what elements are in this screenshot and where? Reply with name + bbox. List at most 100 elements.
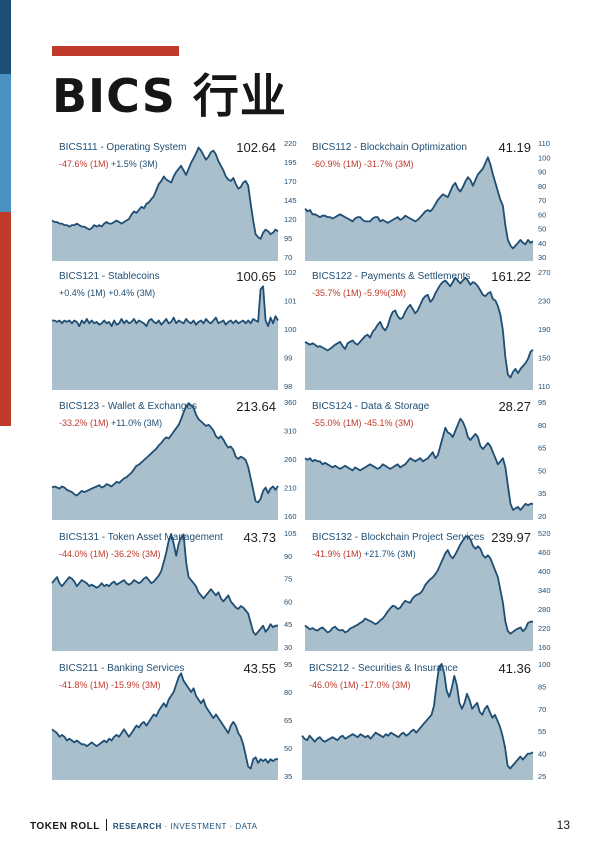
y-tick-label: 20	[538, 512, 546, 521]
title-accent-bar	[52, 46, 179, 56]
series-area	[52, 286, 278, 390]
series-area	[302, 664, 533, 780]
chart-panel: 95 80 65 50 35 BICS211 - Banking Services -41.…	[51, 658, 306, 781]
series-line	[51, 533, 278, 636]
chart-panel: 360 310 260 210 160 BICS123 - Wallet & Exchan…	[51, 396, 306, 521]
chart-svg: 105 90 75 60 45 30	[51, 529, 297, 652]
y-tick-label: 60	[284, 597, 292, 606]
chart-title: BICS211 - Banking Services	[59, 663, 185, 674]
series-line	[304, 417, 533, 511]
chart-change: -41.9% (1M) +21.7% (3M)	[312, 549, 416, 559]
y-tick-label: 220	[538, 624, 551, 633]
series-line	[304, 156, 534, 250]
series-area	[52, 534, 278, 651]
chart-title: BICS131 - Token Asset Management	[59, 532, 223, 543]
chart-change: -60.9% (1M) -31.7% (3M)	[312, 159, 414, 169]
chart-last-value: 28.27	[498, 399, 531, 414]
change-1m: -41.9% (1M)	[312, 549, 362, 559]
chart-svg: 110 100 90 80 70 60 50 40 30	[304, 139, 551, 262]
y-tick-label: 310	[284, 427, 297, 436]
change-3m: -5.9%(3M)	[364, 288, 407, 298]
y-tick-label: 50	[538, 225, 546, 234]
chart-svg: 100 85 70 55 40 25	[301, 660, 551, 781]
y-tick-label: 98	[284, 382, 292, 391]
footer-tag-rest: · INVESTMENT · DATA	[161, 822, 258, 831]
change-3m: -36.2% (3M)	[111, 549, 161, 559]
y-tick-label: 220	[284, 139, 297, 148]
chart-panel: 102 101 100 99 98 BICS121 - Stablecoins +0.4% …	[52, 266, 306, 391]
y-tick-label: 100	[538, 153, 551, 162]
chart-svg: 360 310 260 210 160	[51, 398, 297, 521]
y-tick-label: 80	[284, 688, 292, 697]
chart-panel: 520 460 400 340 280 220 160 BICS132 - Blockchai…	[304, 527, 560, 652]
series-line	[52, 285, 279, 328]
chart-title: BICS124 - Data & Storage	[312, 401, 430, 412]
y-tick-label: 120	[284, 215, 297, 224]
y-tick-label: 110	[538, 139, 550, 148]
change-3m: -17.0% (3M)	[361, 680, 411, 690]
series-area	[52, 147, 278, 261]
change-1m: -41.8% (1M)	[59, 680, 109, 690]
footer-separator	[105, 819, 107, 831]
series-area	[305, 418, 533, 520]
footer: TOKEN ROLL RESEARCH · INVESTMENT · DATA	[30, 819, 258, 832]
y-tick-label: 400	[538, 567, 551, 576]
chart-panel: 110 100 90 80 70 60 50 40 30 BICS112 - Blockchain…	[304, 137, 560, 262]
y-tick-label: 95	[284, 660, 292, 669]
change-1m: -33.2% (1M)	[59, 418, 109, 428]
y-tick-label: 160	[284, 512, 297, 521]
y-tick-label: 520	[538, 529, 551, 538]
chart-change: +0.4% (1M) +0.4% (3M)	[59, 288, 155, 298]
page-number: 13	[556, 818, 570, 832]
chart-panel: 95 80 65 50 35 20 BICS124 - Data & Storage -55.…	[304, 396, 560, 521]
chart-last-value: 102.64	[236, 140, 276, 155]
change-3m: -31.7% (3M)	[364, 159, 414, 169]
y-tick-label: 280	[538, 605, 551, 614]
chart-change: -35.7% (1M) -5.9%(3M)	[312, 288, 406, 298]
footer-tag-main: RESEARCH	[112, 822, 162, 831]
series-line	[51, 672, 278, 770]
y-tick-label: 40	[538, 239, 546, 248]
chart-panel: 100 85 70 55 40 25 BICS212 - Securities & Insu…	[301, 658, 560, 781]
chart-title: BICS121 - Stablecoins	[59, 271, 160, 282]
series-line	[304, 276, 534, 379]
y-tick-label: 260	[284, 455, 297, 464]
y-tick-label: 95	[538, 398, 546, 407]
y-tick-label: 50	[538, 466, 546, 475]
change-1m: -47.6% (1M)	[59, 159, 109, 169]
y-tick-label: 170	[284, 177, 297, 186]
chart-svg: 270 230 190 150 110	[304, 268, 551, 391]
y-tick-label: 90	[284, 552, 292, 561]
chart-svg: 95 80 65 50 35 20	[304, 398, 546, 521]
y-tick-label: 460	[538, 548, 551, 557]
y-tick-label: 105	[284, 529, 297, 538]
chart-svg: 220 195 170 145 120 95 70	[51, 139, 297, 262]
chart-svg: 95 80 65 50 35	[51, 660, 292, 781]
chart-change: -44.0% (1M) -36.2% (3M)	[59, 549, 161, 559]
change-3m: -45.1% (3M)	[364, 418, 414, 428]
chart-change: -46.0% (1M) -17.0% (3M)	[309, 680, 411, 690]
chart-change: -55.0% (1M) -45.1% (3M)	[312, 418, 414, 428]
y-tick-label: 35	[284, 772, 292, 781]
y-tick-label: 160	[538, 643, 551, 652]
y-tick-label: 40	[538, 750, 546, 759]
chart-svg: 520 460 400 340 280 220 160	[304, 529, 551, 652]
y-tick-label: 270	[538, 268, 551, 277]
y-tick-label: 50	[284, 744, 292, 753]
change-3m: -15.9% (3M)	[111, 680, 161, 690]
y-tick-label: 102	[284, 268, 297, 277]
chart-title: BICS112 - Blockchain Optimization	[312, 142, 467, 153]
y-tick-label: 101	[284, 297, 297, 306]
series-area	[305, 157, 533, 261]
y-tick-label: 85	[538, 682, 546, 691]
edge-stripe-red	[0, 212, 11, 426]
chart-title: BICS212 - Securities & Insurance	[309, 663, 458, 674]
change-1m: -55.0% (1M)	[312, 418, 362, 428]
chart-title: BICS122 - Payments & Settlements	[312, 271, 471, 282]
y-tick-label: 150	[538, 354, 551, 363]
y-tick-label: 65	[538, 444, 546, 453]
change-3m: +1.5% (3M)	[111, 159, 158, 169]
series-line	[51, 146, 279, 240]
y-tick-label: 360	[284, 398, 297, 407]
change-1m: -44.0% (1M)	[59, 549, 109, 559]
